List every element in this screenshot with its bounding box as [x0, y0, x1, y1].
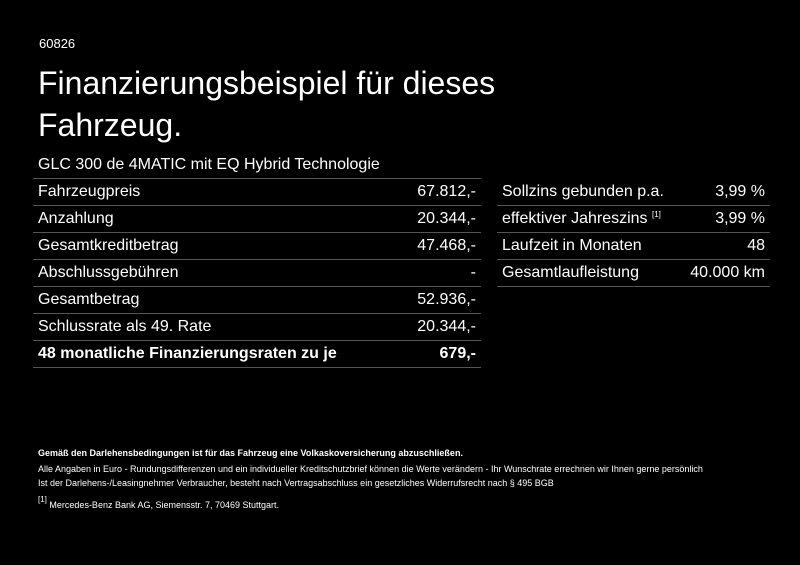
- row-value: 20.344,-: [399, 313, 481, 341]
- page-title: Finanzierungsbeispiel für dieses Fahrzeu…: [38, 65, 496, 143]
- table-row: Gesamtlaufleistung 40.000 km: [497, 259, 770, 287]
- table-row: Schlussrate als 49. Rate 20.344,-: [33, 313, 481, 341]
- table-row: Laufzeit in Monaten 48: [497, 232, 770, 260]
- footnote: [1] Mercedes-Benz Bank AG, Siemensstr. 7…: [38, 493, 703, 513]
- row-value: 48: [679, 232, 770, 260]
- footnotes: Gemäß den Darlehensbedingungen ist für d…: [38, 446, 703, 512]
- table-row: Sollzins gebunden p.a. 3,99 %: [497, 179, 770, 206]
- row-value: 52.936,-: [399, 286, 481, 314]
- row-label: Gesamtkreditbetrag: [33, 232, 400, 260]
- label-text: Laufzeit in Monaten: [502, 237, 642, 254]
- row-label: 48 monatliche Finanzierungsraten zu je: [33, 340, 400, 368]
- model-row: GLC 300 de 4MATIC mit EQ Hybrid Technolo…: [33, 152, 481, 179]
- table-row: Gesamtkreditbetrag 47.468,-: [33, 232, 481, 260]
- row-label: Schlussrate als 49. Rate: [33, 313, 400, 341]
- disclaimer-line: Alle Angaben in Euro - Rundungsdifferenz…: [38, 463, 703, 474]
- row-label: Gesamtbetrag: [33, 286, 400, 314]
- interest-table: Sollzins gebunden p.a. 3,99 % effektiver …: [497, 179, 770, 287]
- label-text: Sollzins gebunden p.a.: [502, 183, 664, 200]
- row-value: -: [399, 259, 481, 287]
- label-text: Gesamtlaufleistung: [502, 264, 639, 281]
- row-value: 3,99 %: [679, 179, 770, 206]
- table-row: Anzahlung 20.344,-: [33, 205, 481, 233]
- row-label: Abschlussgebühren: [33, 259, 400, 287]
- row-label: Anzahlung: [33, 205, 400, 233]
- monthly-rate-row: 48 monatliche Finanzierungsraten zu je 67…: [33, 340, 481, 368]
- offer-code: 60826: [39, 36, 76, 51]
- row-label: Laufzeit in Monaten: [497, 232, 680, 260]
- insurance-note: Gemäß den Darlehensbedingungen ist für d…: [38, 448, 463, 458]
- footnote-mark: [1]: [38, 494, 47, 504]
- row-value: 47.468,-: [399, 232, 481, 260]
- row-label: Sollzins gebunden p.a.: [497, 179, 680, 206]
- label-text: effektiver Jahreszins: [502, 210, 648, 227]
- row-label: effektiver Jahreszins [1]: [497, 205, 680, 233]
- row-value: 20.344,-: [399, 205, 481, 233]
- footnote-text: Mercedes-Benz Bank AG, Siemensstr. 7, 70…: [49, 499, 280, 510]
- model-name: GLC 300 de 4MATIC mit EQ Hybrid Technolo…: [33, 152, 481, 179]
- row-label: Gesamtlaufleistung: [497, 259, 680, 287]
- row-value: 67.812,-: [399, 178, 481, 206]
- row-label: Fahrzeugpreis: [33, 178, 400, 206]
- disclaimer-line: Ist der Darlehens-/Leasingnehmer Verbrau…: [38, 478, 554, 488]
- table-row: Fahrzeugpreis 67.812,-: [33, 178, 481, 206]
- table-row: effektiver Jahreszins [1] 3,99 %: [497, 205, 770, 233]
- row-value: 40.000 km: [679, 259, 770, 287]
- row-value: 3,99 %: [679, 205, 770, 233]
- row-value: 679,-: [399, 340, 481, 368]
- table-row: Abschlussgebühren -: [33, 259, 481, 287]
- table-row: Gesamtbetrag 52.936,-: [33, 286, 481, 314]
- footnote-ref: [1]: [652, 210, 661, 219]
- financing-table: GLC 300 de 4MATIC mit EQ Hybrid Technolo…: [33, 152, 481, 368]
